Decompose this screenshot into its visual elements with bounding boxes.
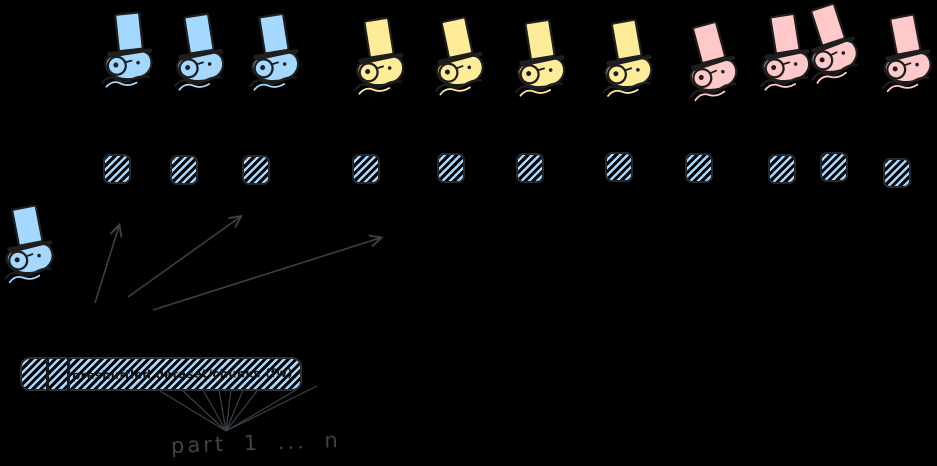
arrow xyxy=(127,217,240,298)
dataset-bar-label: preshuffled dataset/chunks (fw) xyxy=(71,365,293,383)
data-shard-square-11 xyxy=(883,158,911,188)
fan-line xyxy=(202,389,227,432)
data-shard-square-4 xyxy=(352,154,380,184)
data-shard-square-1 xyxy=(103,154,131,184)
fan-line xyxy=(225,385,318,432)
data-shard-square-9 xyxy=(768,154,796,184)
fan-line xyxy=(218,389,227,432)
part-divider xyxy=(67,357,70,391)
data-shard-square-7 xyxy=(605,152,633,182)
fan-line xyxy=(225,389,297,432)
fan-line xyxy=(182,390,227,432)
part-divider xyxy=(46,357,49,391)
fan-line xyxy=(225,389,232,432)
arrow xyxy=(152,238,380,311)
fan-line xyxy=(159,390,227,432)
data-shard-square-5 xyxy=(437,153,465,183)
data-shard-square-10 xyxy=(820,152,848,182)
dataset-bar: preshuffled dataset/chunks (fw) xyxy=(20,357,302,391)
data-shard-square-3 xyxy=(242,155,270,185)
data-shard-square-8 xyxy=(685,153,713,183)
data-shard-square-6 xyxy=(516,153,544,183)
parts-fan-lines xyxy=(159,385,318,432)
fan-line xyxy=(225,390,258,432)
fan-line xyxy=(225,389,244,432)
distribution-arrows xyxy=(94,217,380,311)
data-shard-square-2 xyxy=(170,155,198,185)
arrow xyxy=(94,226,119,304)
